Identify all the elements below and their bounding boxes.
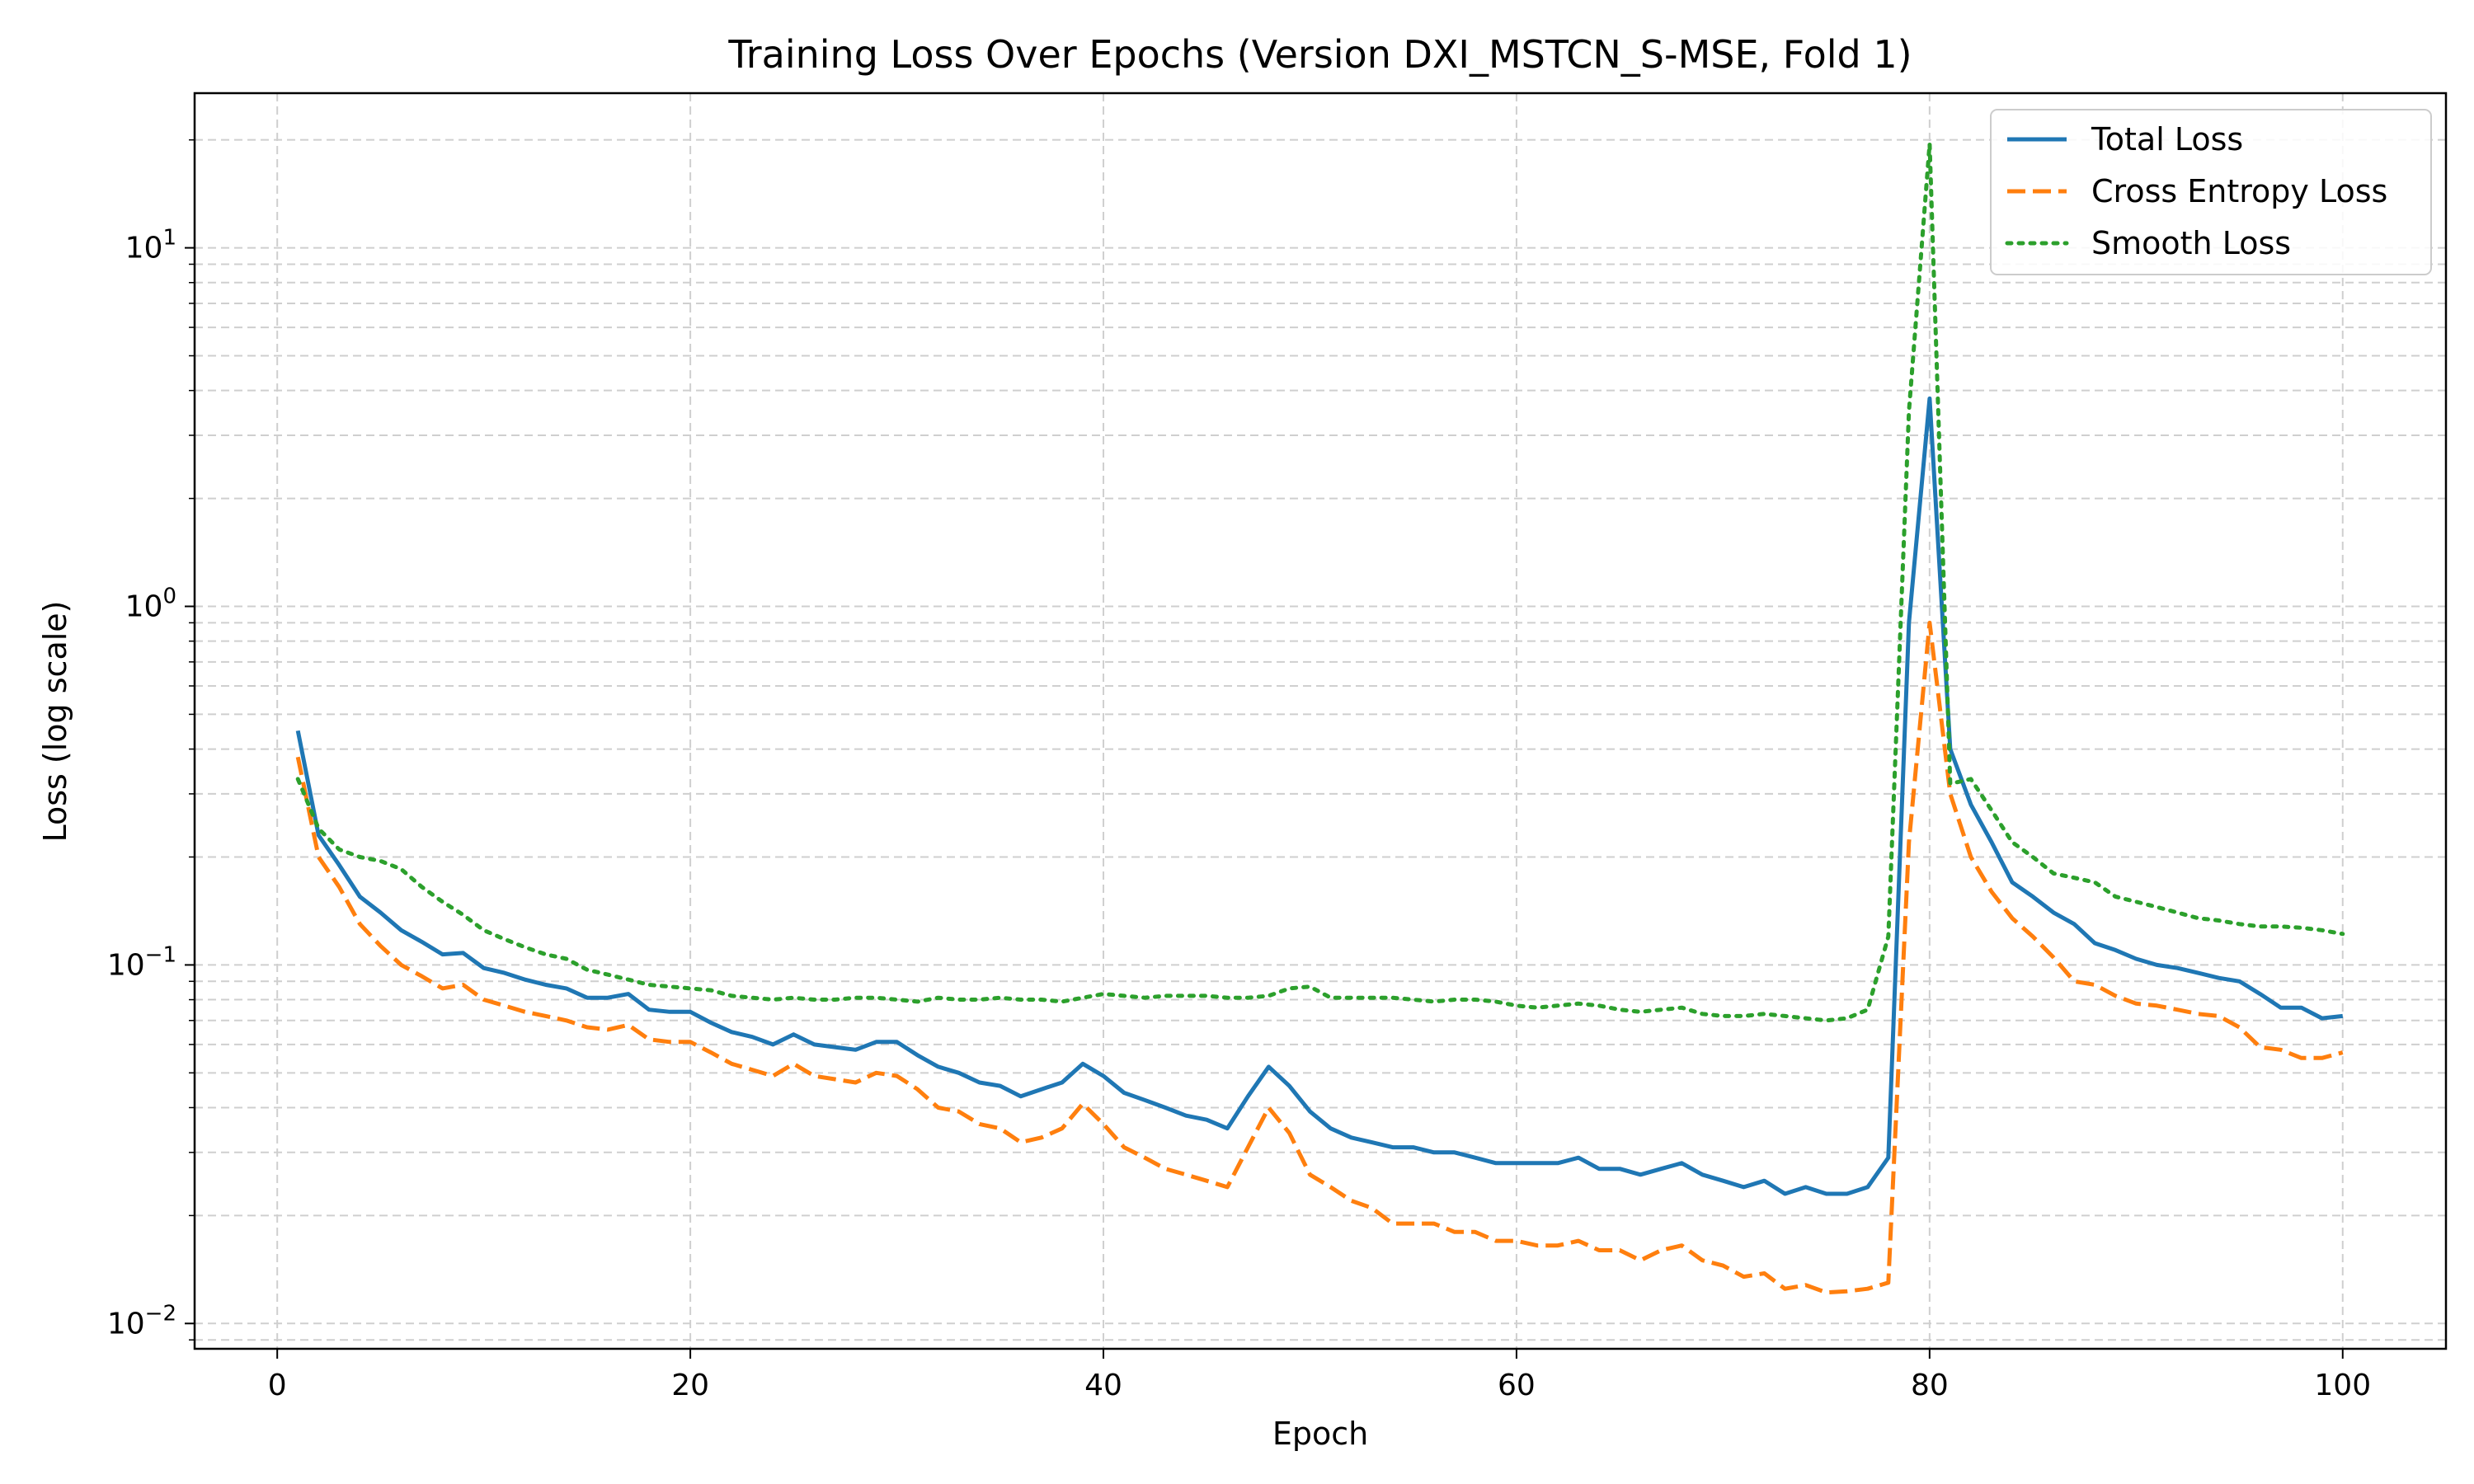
- chart-title: Training Loss Over Epochs (Version DXI_M…: [727, 32, 1912, 77]
- series-line-smooth-loss: [295, 142, 2345, 1023]
- y-tick-label: 100: [125, 585, 176, 624]
- x-tick-label: 100: [2314, 1369, 2371, 1402]
- x-tick-label: 80: [1911, 1369, 1949, 1402]
- x-axis-label: Epoch: [1272, 1416, 1368, 1452]
- axis-ticks: 0 20 40 60 80 100 10−2 10−1 100 101: [107, 139, 2371, 1402]
- x-tick-label: 40: [1084, 1369, 1122, 1402]
- series-line-total-loss: [295, 396, 2344, 1196]
- series-lines: [295, 142, 2345, 1295]
- legend: Total Loss Cross Entropy Loss Smooth Loss: [1990, 109, 2432, 275]
- legend-label: Total Loss: [2091, 121, 2243, 157]
- legend-label: Smooth Loss: [2091, 225, 2291, 261]
- y-tick-label: 10−1: [107, 942, 176, 982]
- y-axis-label: Loss (log scale): [37, 601, 73, 843]
- x-tick-label: 20: [671, 1369, 709, 1402]
- x-tick-label: 60: [1498, 1369, 1536, 1402]
- grid-lines: [195, 93, 2446, 1349]
- y-tick-label: 10−2: [107, 1301, 176, 1341]
- plot-frame: [193, 92, 2448, 1350]
- y-tick-label: 101: [125, 226, 176, 265]
- series-line-cross-entropy-loss: [295, 620, 2344, 1295]
- x-tick-label: 0: [268, 1369, 287, 1402]
- legend-label: Cross Entropy Loss: [2091, 173, 2387, 209]
- legend-box: [1990, 109, 2432, 275]
